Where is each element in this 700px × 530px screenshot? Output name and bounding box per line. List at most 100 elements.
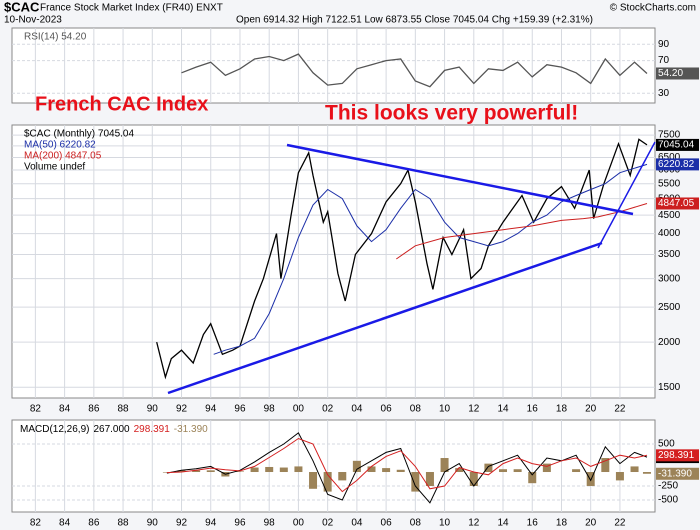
value-box [656,138,699,151]
y-tick-label: 6500 [658,152,681,163]
histogram-bar [513,469,522,473]
value-box-label: 6220.82 [658,159,695,170]
y-tick-label: 1500 [658,382,681,393]
ohlc: Open 6914.32 High 7122.51 Low 6873.55 Cl… [236,15,593,26]
histogram-bar [484,463,493,473]
series-line [156,138,648,380]
histogram-bar [499,469,508,473]
value-box-label: 298.391 [658,450,695,461]
credit: © StockCharts.com [610,3,696,14]
x-tick-label: 88 [118,404,130,415]
x-tick-label: 08 [410,404,422,415]
panel [11,27,656,104]
x-tick-label: 84 [59,404,71,415]
y-tick-label: 70 [658,55,670,66]
legend-part: 267.000 [93,424,130,435]
series-line [166,432,648,504]
x-tick-label: 98 [264,404,276,415]
x-tick-label: 20 [585,518,597,529]
x-tick-label: 10 [439,404,451,415]
date: 10-Nov-2023 [4,15,62,26]
x-tick-label: 96 [234,404,246,415]
x-tick-label: 16 [527,404,539,415]
histogram-bar [630,466,639,473]
value-box-label: -31.390 [658,468,692,479]
panel [11,124,656,399]
x-tick-label: 02 [322,518,334,529]
y-tick-label: 2500 [658,302,681,313]
x-tick-label: 06 [381,404,393,415]
value-box-label: 54.20 [658,68,683,79]
trend-line [167,241,603,395]
x-tick-label: 82 [30,518,42,529]
y-tick-label: 4500 [658,210,681,221]
value-box [656,158,699,171]
y-tick-label: 2000 [658,337,681,348]
overlay-layer: 54.20 RSI(14) 54.20 7045.04 $CAC (Monthly) … [20,32,699,480]
legend-part: MACD(12,26,9) [20,424,89,435]
series-line [166,437,648,493]
value-box [656,449,699,462]
y-tick-label: 90 [658,39,670,50]
histogram-bar [615,472,624,481]
value-box-label: 4847.05 [658,198,695,209]
x-tick-label: 12 [468,518,480,529]
histogram-bar [338,472,347,481]
legend-entry: MA(200) 4847.05 [24,151,102,162]
annotation: This looks very powerful! [325,102,578,125]
x-tick-label: 92 [176,404,188,415]
histogram-bar [206,470,215,473]
x-tick-label: 06 [381,518,393,529]
x-tick-label: 04 [351,404,363,415]
histogram-bar [440,458,449,473]
x-tick-label: 98 [264,518,276,529]
x-tick-label: 84 [59,518,71,529]
y-tick-label: -250 [658,481,678,492]
histogram-bar [528,472,537,484]
legend-entry: $CAC (Monthly) 7045.04 [24,129,134,140]
x-tick-label: 90 [147,518,159,529]
x-tick-label: 12 [468,404,480,415]
y-tick-label: 4000 [658,228,681,239]
histogram-bar [323,472,332,492]
histogram-bar [396,469,405,473]
value-box [656,67,699,80]
histogram-bar [192,470,201,473]
series-line [181,53,648,88]
legend-entry: RSI(14) 54.20 [24,32,87,43]
x-tick-label: 14 [497,404,509,415]
x-tick-label: 94 [205,404,217,415]
x-tick-label: 22 [614,518,626,529]
histogram-bar [250,467,259,473]
x-tick-label: 92 [176,518,188,529]
value-box-label: 7045.04 [658,140,695,151]
legend-entry: MACD(12,26,9) 267.000 298.391 -31.390 [20,424,208,435]
histogram-bar [382,468,391,473]
legend-part: -31.390 [174,424,208,435]
histogram-bar [542,463,551,473]
histogram-bar [601,458,610,473]
x-tick-label: 20 [585,404,597,415]
y-tick-label: 30 [658,88,670,99]
y-tick-label: 5500 [658,178,681,189]
series-line [396,203,648,260]
x-tick-label: 86 [88,404,100,415]
histogram-bar [469,472,478,486]
annotation: French CAC Index [35,93,208,115]
legend-entry: Volume undef [24,162,85,173]
x-tick-label: 16 [527,518,539,529]
x-tick-label: 00 [293,404,305,415]
x-tick-label: 90 [147,404,159,415]
histogram-bar [177,470,186,473]
value-box [656,197,699,210]
histogram-bar [279,467,288,473]
x-tick-label: 18 [556,518,568,529]
trend-line [597,141,656,249]
legend-part: 298.391 [134,424,171,435]
x-tick-label: 14 [497,518,509,529]
x-tick-label: 04 [351,518,363,529]
value-box [656,467,699,480]
histogram-bar [235,471,244,473]
trend-line [286,143,634,216]
